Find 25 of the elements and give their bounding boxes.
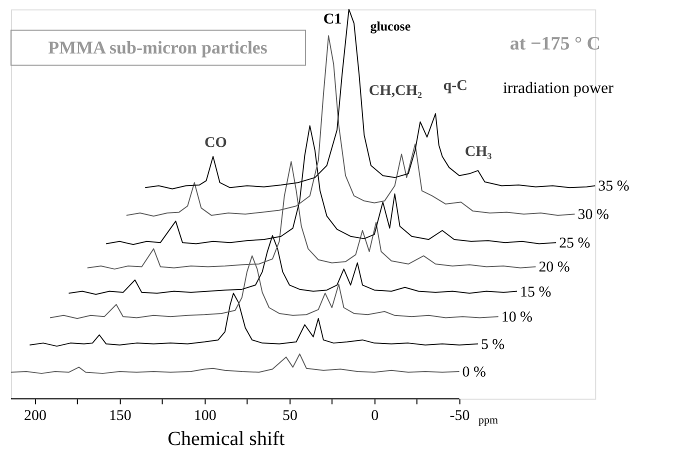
annotation: CO — [204, 135, 227, 152]
annotation: CH₃ — [464, 144, 492, 160]
annotation: at −175 ° C — [510, 33, 600, 54]
x-tick-label: 150 — [108, 408, 132, 424]
series-label: 15 % — [520, 284, 552, 300]
x-tick-label: 200 — [24, 408, 46, 424]
x-tick-label: -50 — [450, 408, 470, 424]
annotation: q-C — [443, 78, 468, 94]
series-label: 30 % — [578, 207, 609, 224]
series-label: 35 % — [598, 178, 630, 195]
series-label: 25 % — [559, 236, 590, 252]
text: PMMA sub-micron particles — [48, 37, 268, 58]
annotation: C1 — [323, 11, 342, 28]
series-label: 20 % — [538, 260, 570, 276]
x-tick-label: 0 — [371, 408, 379, 424]
annotation: irradiation power — [502, 80, 614, 98]
x-tick-label: 50 — [282, 408, 298, 424]
x-axis-title: Chemical shift — [168, 428, 286, 450]
x-tick-label: 100 — [194, 408, 216, 424]
annotation: CH,CH₂ — [368, 83, 422, 100]
annotation: glucose — [370, 18, 411, 34]
text: ppm — [478, 414, 498, 427]
series-label: 10 % — [501, 310, 533, 326]
series-label: 0 % — [462, 364, 486, 380]
series-label: 5 % — [480, 336, 505, 353]
